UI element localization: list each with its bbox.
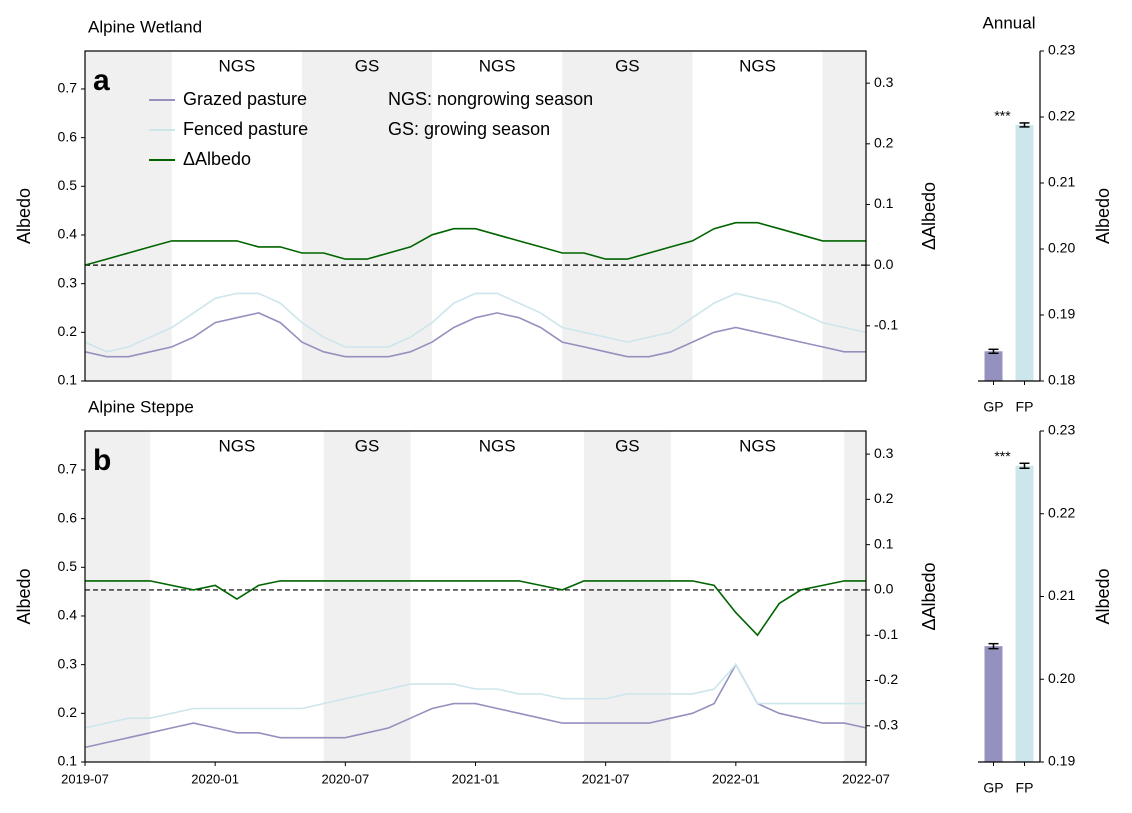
panel-title: Alpine Wetland xyxy=(88,17,202,36)
y-tick-label: 0.22 xyxy=(1048,108,1075,124)
series-line xyxy=(84,662,867,749)
y-axis-label: Albedo xyxy=(14,188,34,244)
y-tick-label: 0.21 xyxy=(1048,174,1075,190)
x-tick-label: 2022-07 xyxy=(842,771,890,786)
panel-title: Alpine Steppe xyxy=(88,397,194,416)
y-tick-label: 0.22 xyxy=(1048,504,1075,520)
bar xyxy=(1015,124,1034,382)
legend-label: Fenced pasture xyxy=(183,119,308,139)
season-shade xyxy=(844,431,866,762)
panel-letter: b xyxy=(93,444,111,477)
y-tick-label: 0.3 xyxy=(58,274,78,290)
x-tick-label: FP xyxy=(1016,780,1034,796)
series-line xyxy=(84,312,866,358)
season-label: NGS xyxy=(218,436,255,455)
x-tick-label: 2019-07 xyxy=(61,771,109,786)
panel-title: Annual xyxy=(983,13,1036,32)
plot-frame xyxy=(84,50,867,382)
y-tick-label: 0.1 xyxy=(58,753,78,769)
y-tick-label: 0.6 xyxy=(58,509,78,525)
season-label: GS xyxy=(615,436,640,455)
x-tick-label: 2021-07 xyxy=(582,771,630,786)
season-label: NGS xyxy=(479,56,516,75)
legend-label: ΔAlbedo xyxy=(183,149,251,169)
season-label: NGS xyxy=(739,436,776,455)
series-line xyxy=(84,221,866,266)
season-shade xyxy=(583,431,671,762)
y2-tick-label: 0.1 xyxy=(874,535,894,551)
significance: *** xyxy=(994,448,1011,464)
season-shade xyxy=(85,431,151,762)
y-axis-label: Albedo xyxy=(1093,568,1113,624)
y2-tick-label: -0.2 xyxy=(874,671,898,687)
y2-tick-label: 0.0 xyxy=(874,256,894,272)
y2-axis-label: ΔAlbedo xyxy=(919,182,939,250)
y2-tick-label: -0.1 xyxy=(874,626,898,642)
y2-tick-label: -0.1 xyxy=(874,317,898,333)
y2-tick-label: 0.3 xyxy=(874,445,894,461)
y-tick-label: 0.1 xyxy=(58,372,78,388)
x-tick-label: GP xyxy=(983,399,1003,415)
x-tick-label: 2022-01 xyxy=(712,771,760,786)
y2-tick-label: 0.3 xyxy=(874,74,894,90)
y-tick-label: 0.4 xyxy=(58,607,78,623)
plot-frame xyxy=(84,430,867,763)
y2-tick-label: 0.0 xyxy=(874,581,894,597)
y-axis-label: Albedo xyxy=(1093,188,1113,244)
season-label: NGS xyxy=(479,436,516,455)
y-tick-label: 0.20 xyxy=(1048,240,1075,256)
season-label: GS xyxy=(355,56,380,75)
significance: *** xyxy=(994,108,1011,124)
y-tick-label: 0.21 xyxy=(1048,587,1075,603)
legend-note: NGS: nongrowing season xyxy=(388,89,593,109)
y-tick-label: 0.6 xyxy=(58,128,78,144)
bar xyxy=(984,351,1003,381)
season-shade xyxy=(85,51,172,381)
season-shade xyxy=(562,51,693,381)
y2-tick-label: 0.2 xyxy=(874,490,894,506)
y2-tick-label: 0.1 xyxy=(874,195,894,211)
x-tick-label: GP xyxy=(983,780,1003,796)
x-tick-label: 2021-01 xyxy=(452,771,500,786)
season-shade xyxy=(323,431,411,762)
bar xyxy=(1015,465,1034,762)
season-shade xyxy=(822,51,866,381)
series-line xyxy=(85,580,866,637)
y2-tick-label: 0.2 xyxy=(874,135,894,151)
series-line xyxy=(84,663,866,729)
bar xyxy=(984,646,1003,762)
season-label: GS xyxy=(615,56,640,75)
y-tick-label: 0.19 xyxy=(1048,753,1075,769)
y-tick-label: 0.23 xyxy=(1048,422,1075,438)
y-tick-label: 0.20 xyxy=(1048,670,1075,686)
y-tick-label: 0.2 xyxy=(58,323,78,339)
y-tick-label: 0.18 xyxy=(1048,372,1075,388)
y-tick-label: 0.5 xyxy=(58,177,78,193)
y-tick-label: 0.7 xyxy=(58,461,78,477)
x-tick-label: 2020-01 xyxy=(191,771,239,786)
season-label: NGS xyxy=(739,56,776,75)
season-label: GS xyxy=(355,436,380,455)
y-tick-label: 0.5 xyxy=(58,558,78,574)
x-tick-label: 2020-07 xyxy=(321,771,369,786)
x-tick-label: FP xyxy=(1016,399,1034,415)
y-axis-label: Albedo xyxy=(14,568,34,624)
y2-axis-label: ΔAlbedo xyxy=(919,562,939,630)
y-tick-label: 0.7 xyxy=(58,80,78,96)
panel-letter: a xyxy=(93,64,110,97)
season-shade xyxy=(301,51,433,381)
y-tick-label: 0.19 xyxy=(1048,306,1075,322)
y-tick-label: 0.3 xyxy=(58,655,78,671)
y2-tick-label: -0.3 xyxy=(874,716,898,732)
y-tick-label: 0.2 xyxy=(58,704,78,720)
y-tick-label: 0.23 xyxy=(1048,42,1075,58)
y-tick-label: 0.4 xyxy=(58,226,78,242)
legend-note: GS: growing season xyxy=(388,119,550,139)
season-label: NGS xyxy=(218,56,255,75)
legend-label: Grazed pasture xyxy=(183,89,307,109)
series-line xyxy=(84,292,867,353)
